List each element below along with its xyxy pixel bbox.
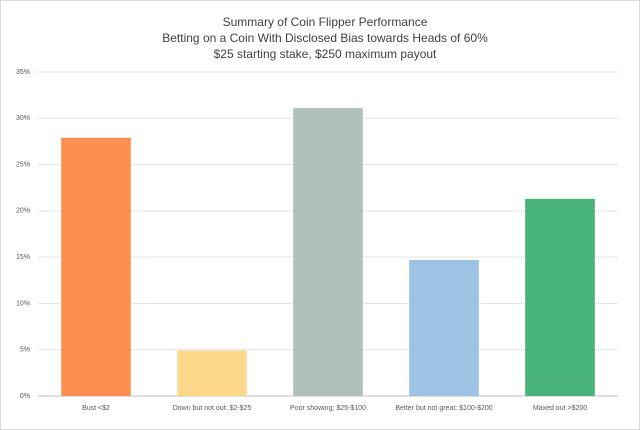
y-tick-label: 0%: [20, 393, 30, 400]
bar: [525, 198, 595, 396]
bar: [293, 108, 363, 397]
chart-subtitle: Betting on a Coin With Disclosed Bias to…: [162, 31, 488, 45]
chart-subtitle: $25 starting stake, $250 maximum payout: [214, 47, 437, 61]
x-tick-label: Better but not great: $100-$200: [395, 405, 492, 412]
bar: [177, 350, 247, 396]
y-tick-label: 5%: [20, 347, 30, 354]
y-tick-label: 15%: [16, 254, 30, 261]
x-tick-label: Bust <$2: [82, 405, 110, 412]
x-tick-label: Poor showing: $25-$100: [290, 405, 366, 412]
y-tick-label: 25%: [16, 161, 30, 168]
y-tick-label: 20%: [16, 208, 30, 215]
bar: [61, 137, 131, 396]
y-tick-label: 30%: [16, 115, 30, 122]
x-tick-label: Maxed out >$200: [533, 405, 587, 412]
x-tick-label: Down but not out: $2-$25: [173, 405, 252, 412]
y-tick-label: 35%: [16, 69, 30, 76]
y-tick-label: 10%: [16, 300, 30, 307]
bar: [409, 259, 479, 396]
chart-title: Summary of Coin Flipper Performance: [223, 15, 428, 29]
